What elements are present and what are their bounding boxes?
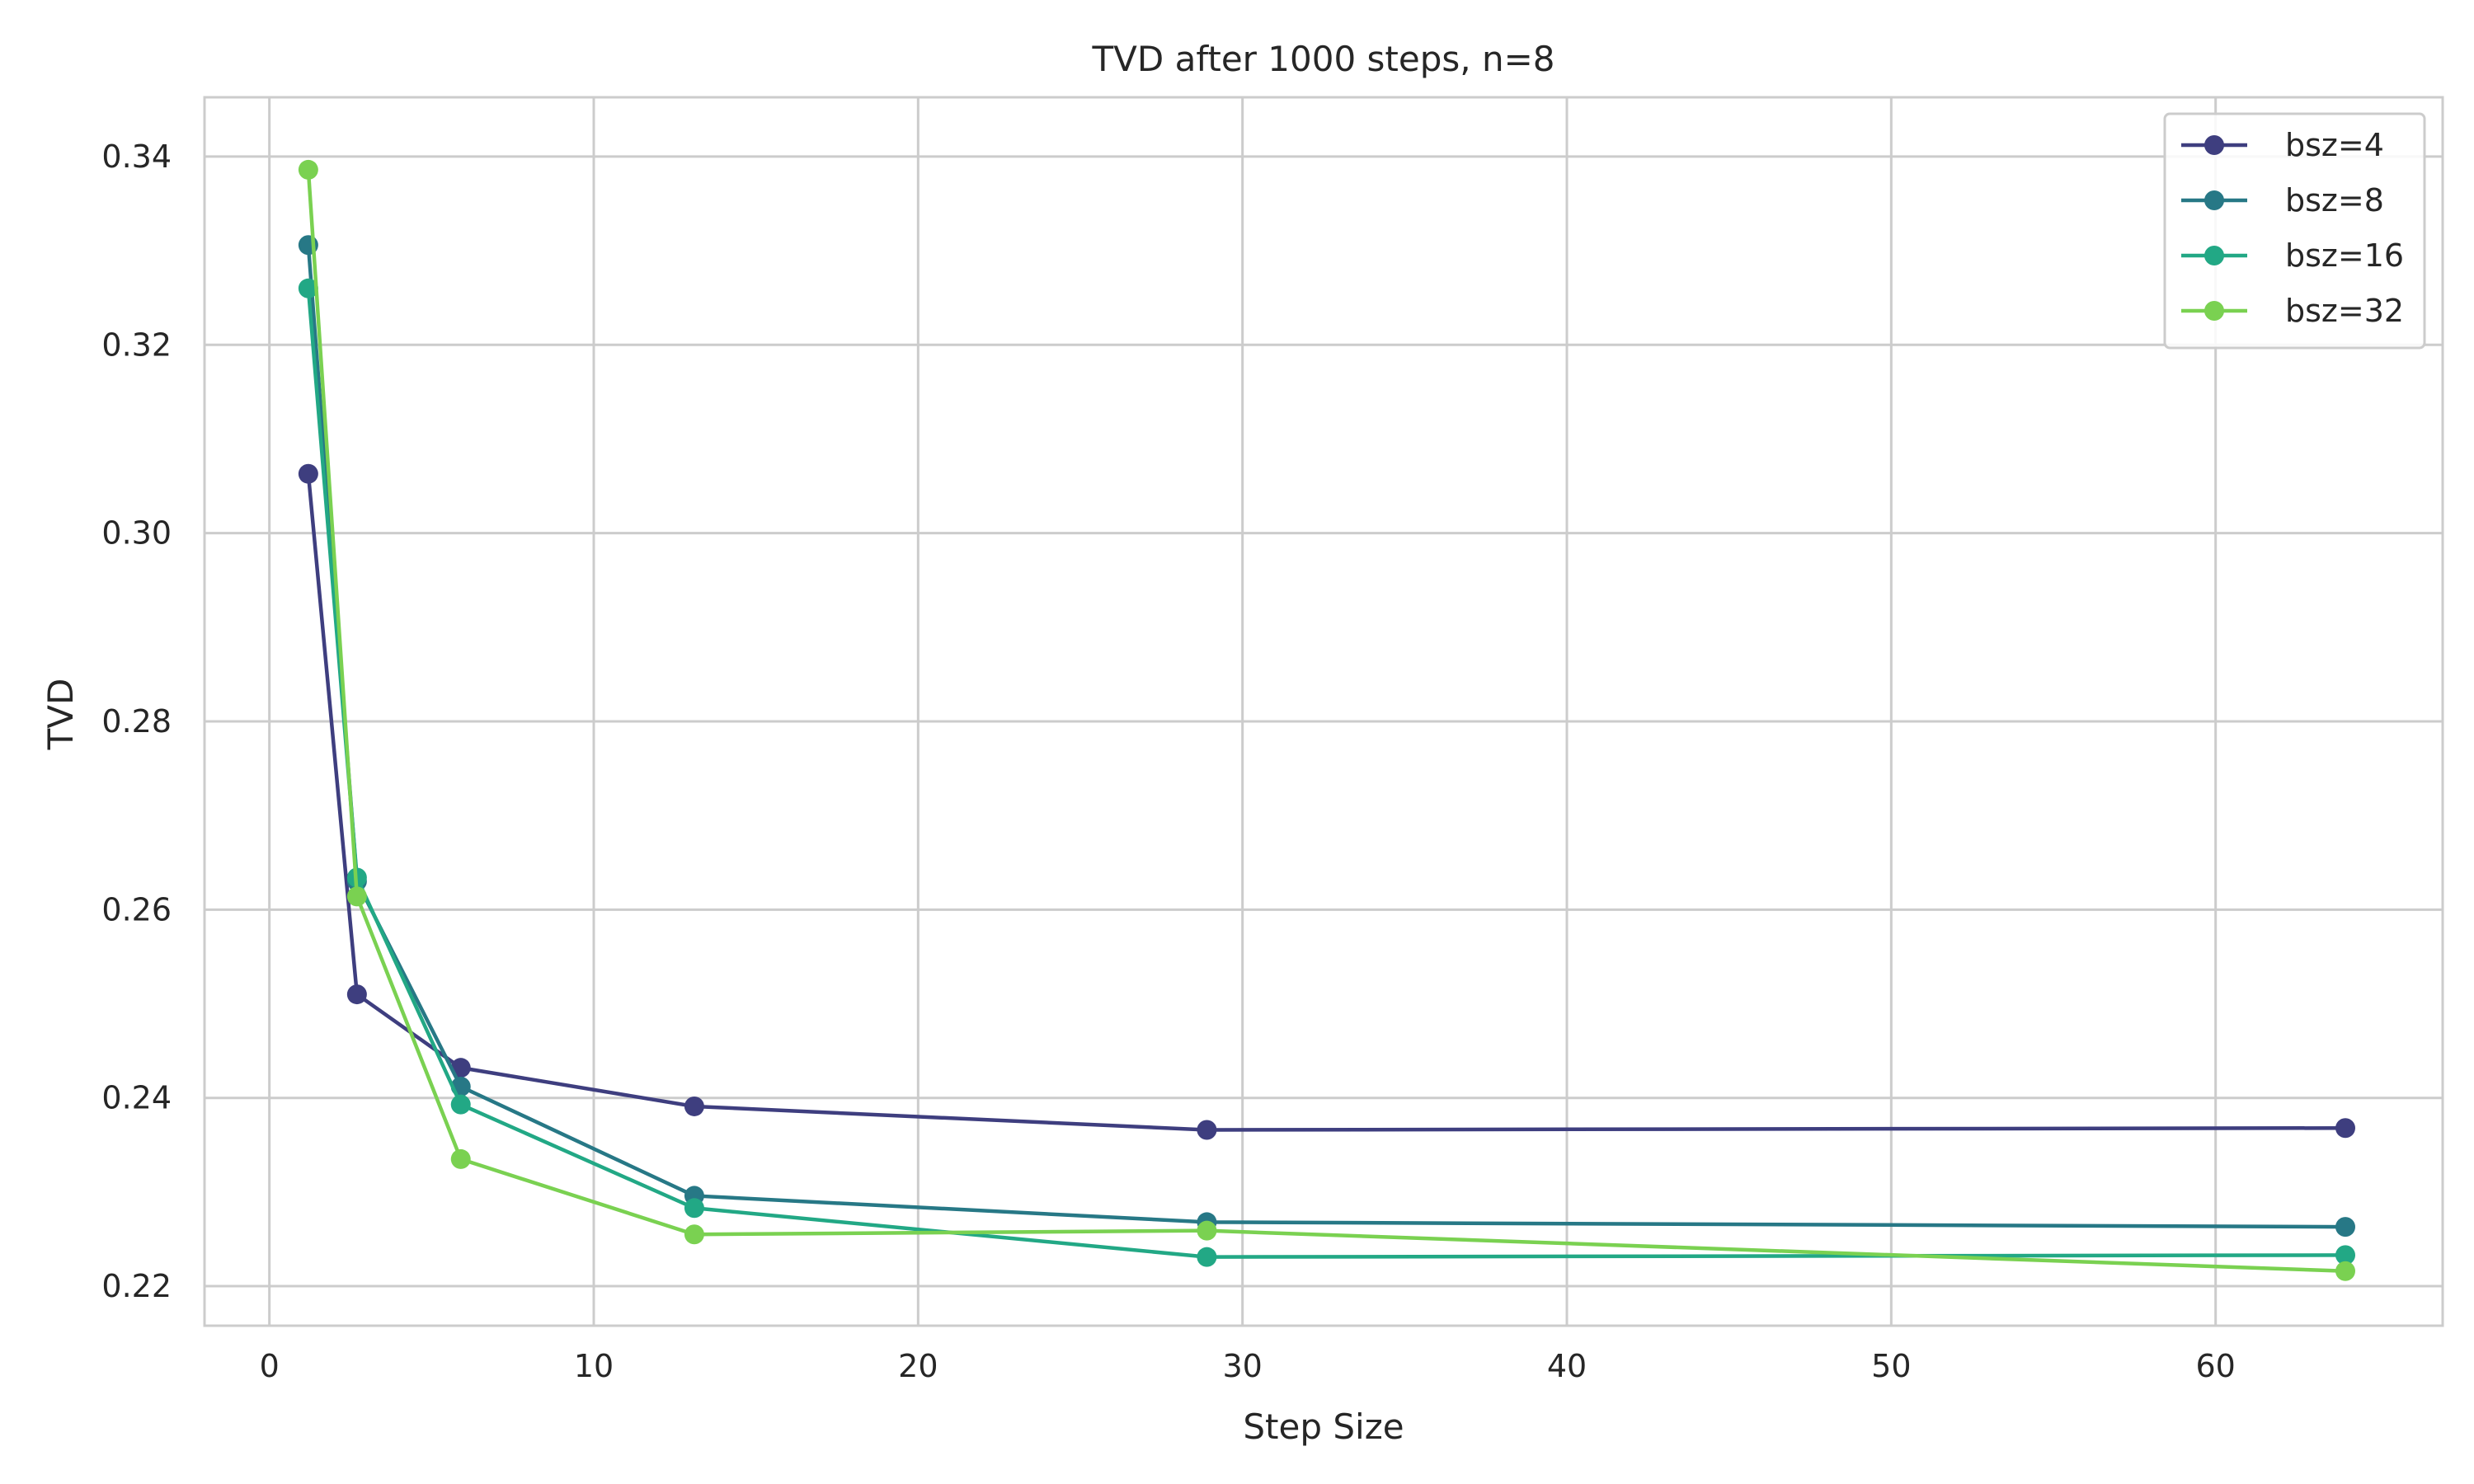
legend-item: bsz=32 — [2181, 293, 2404, 329]
y-tick-label: 0.28 — [101, 703, 172, 740]
data-point — [298, 278, 318, 298]
y-tick-label: 0.32 — [101, 326, 172, 363]
chart-title: TVD after 1000 steps, n=8 — [1092, 39, 1555, 79]
x-tick-label: 0 — [260, 1348, 280, 1384]
y-tick-label: 0.22 — [101, 1268, 172, 1304]
series-line — [306, 169, 2346, 1274]
y-tick-label: 0.30 — [101, 515, 172, 552]
x-tick-label: 50 — [1871, 1348, 1911, 1384]
grid — [205, 97, 2443, 1326]
series-line — [306, 473, 2346, 1132]
y-tick-label: 0.26 — [101, 891, 172, 928]
data-point — [684, 1096, 704, 1116]
data-point — [346, 886, 367, 907]
legend-label: bsz=32 — [2285, 293, 2404, 329]
legend-marker — [2204, 190, 2224, 210]
legend-item: bsz=8 — [2181, 182, 2384, 218]
x-tick-label: 30 — [1222, 1348, 1262, 1384]
series-layer — [298, 159, 2355, 1281]
legend: bsz=4 bsz=8 bsz=16 bsz=32 — [2163, 112, 2426, 350]
y-tick-label: 0.24 — [101, 1080, 172, 1116]
data-point — [684, 1224, 704, 1245]
y-axis-label: TVD — [40, 679, 81, 751]
data-point — [2335, 1217, 2355, 1237]
data-point — [298, 159, 318, 180]
legend-marker — [2204, 135, 2224, 155]
data-point — [450, 1148, 471, 1169]
y-tick-label: 0.34 — [101, 139, 172, 175]
legend-label: bsz=4 — [2285, 127, 2384, 163]
series-bsz-4 — [298, 463, 2355, 1140]
plot-frame — [203, 96, 2444, 1327]
x-tick-label: 60 — [2195, 1348, 2235, 1384]
data-point — [684, 1198, 704, 1219]
data-point — [1197, 1120, 1217, 1140]
data-point — [1197, 1247, 1217, 1267]
x-axis-label: Step Size — [1243, 1407, 1404, 1447]
data-point — [2335, 1261, 2355, 1281]
data-point — [346, 984, 367, 1005]
data-point — [450, 1094, 471, 1115]
legend-item: bsz=16 — [2181, 237, 2404, 274]
data-point — [2335, 1245, 2355, 1266]
x-tick-labels: 0 10 20 30 40 50 60 — [260, 1348, 2236, 1384]
legend-label: bsz=16 — [2285, 237, 2404, 274]
data-point — [1197, 1220, 1217, 1241]
legend-label: bsz=8 — [2285, 182, 2384, 218]
y-tick-labels: 0.22 0.24 0.26 0.28 0.30 0.32 0.34 — [101, 139, 172, 1304]
x-tick-label: 10 — [574, 1348, 614, 1384]
x-tick-label: 40 — [1547, 1348, 1587, 1384]
legend-item: bsz=4 — [2181, 127, 2384, 163]
legend-marker — [2204, 246, 2224, 265]
legend-marker — [2204, 301, 2224, 321]
x-tick-label: 20 — [898, 1348, 938, 1384]
data-point — [2335, 1118, 2355, 1139]
data-point — [298, 463, 318, 484]
legend-box — [2163, 112, 2426, 350]
series-bsz-32 — [298, 159, 2355, 1281]
